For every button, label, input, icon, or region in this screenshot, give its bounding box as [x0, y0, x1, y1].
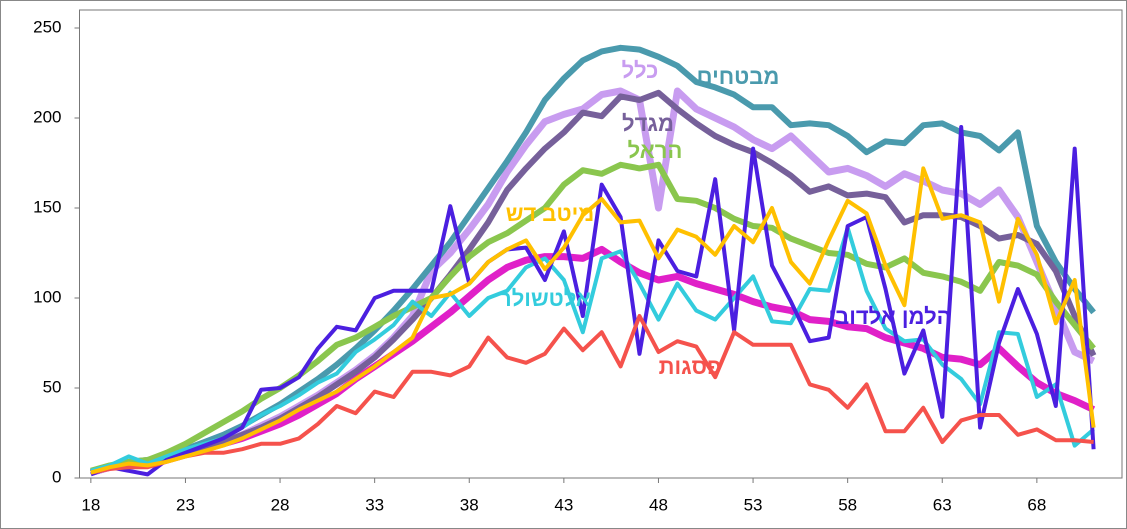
series-label: מיטב דש — [506, 201, 594, 226]
series-label: הלמן אלדובי — [828, 304, 951, 329]
series-line — [90, 161, 1096, 474]
x-tick-label: 38 — [460, 495, 479, 514]
series-line — [90, 314, 1094, 475]
y-tick-label: 50 — [43, 377, 62, 396]
x-tick-label: 23 — [176, 495, 195, 514]
x-tick-label: 68 — [1027, 495, 1046, 514]
series-label: מבטחים — [697, 64, 780, 89]
series-line — [90, 125, 1096, 477]
y-tick-label: 200 — [33, 107, 61, 126]
series-label: כלל — [622, 58, 659, 83]
x-tick-label: 18 — [81, 495, 100, 514]
x-tick-label: 53 — [744, 495, 763, 514]
x-tick-label: 28 — [271, 495, 290, 514]
x-tick-label: 43 — [554, 495, 573, 514]
y-tick-label: 250 — [33, 17, 61, 36]
y-tick-label: 150 — [33, 197, 61, 216]
series-line — [90, 166, 1096, 475]
x-tick-label: 33 — [365, 495, 384, 514]
y-tick-label: 0 — [52, 467, 61, 486]
series-label: הראל — [628, 138, 683, 163]
series-label: מגדל — [622, 111, 674, 136]
x-tick-label: 48 — [649, 495, 668, 514]
plot-area — [79, 9, 1123, 479]
x-tick-label: 63 — [933, 495, 952, 514]
x-tick-label: 58 — [838, 495, 857, 514]
y-tick-label: 100 — [33, 287, 61, 306]
series-label: אלטשולר — [499, 286, 591, 311]
series-label: פסגות — [659, 354, 722, 379]
